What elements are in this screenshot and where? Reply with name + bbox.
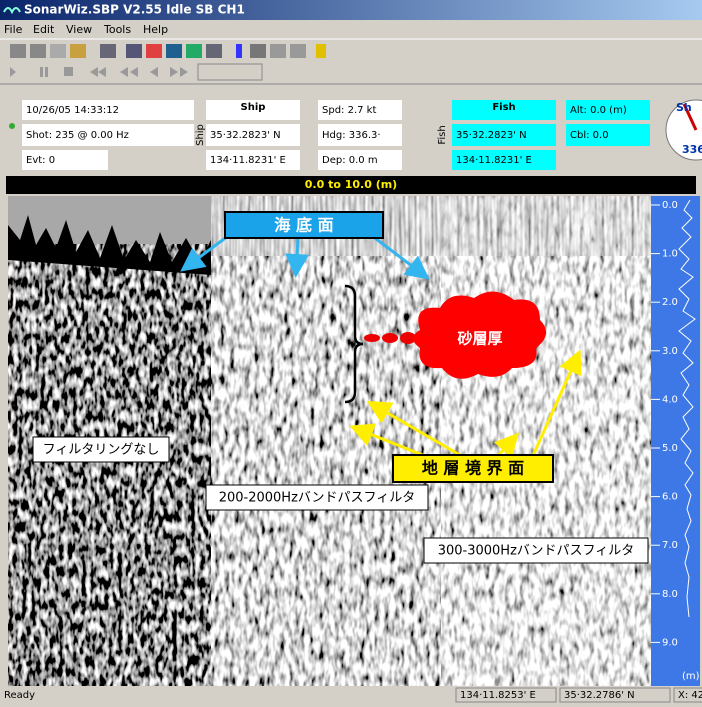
depth-label: 4.0: [662, 394, 678, 405]
status-lat: 35·32.2786' N: [564, 690, 635, 701]
tool-button[interactable]: [30, 44, 46, 58]
seafloor-label: 海 底 面: [274, 216, 333, 235]
sand-thickness-label: 砂層厚: [456, 330, 502, 348]
page: SonarWiz.SBP V2.55 Idle SB CH1 File Edit V…: [0, 0, 702, 703]
depth-label: 9.0: [662, 637, 678, 648]
depth-label: 7.0: [662, 540, 678, 551]
menu-bar: File Edit View Tools Help: [4, 23, 168, 36]
tool-button[interactable]: [186, 44, 202, 58]
fish-lon: 134·11.8231' E: [456, 155, 532, 166]
depth-scale: [651, 196, 700, 686]
fish-header: Fish: [492, 102, 515, 113]
tool-button[interactable]: [70, 44, 86, 58]
stop-button[interactable]: [64, 67, 73, 76]
menu-item[interactable]: File: [4, 23, 23, 36]
depth-label: 0.0: [662, 200, 678, 211]
event: Evt: 0: [26, 155, 55, 166]
range: 0.0 to 10.0 (m): [305, 178, 397, 191]
depth-label: 8.0: [662, 589, 678, 600]
depth-unit: (m): [682, 671, 700, 682]
water-column: [441, 196, 651, 256]
compass-top: Sh: [676, 101, 692, 114]
pause-button[interactable]: [40, 67, 43, 77]
panel-middle-label: 200-2000Hzバンドパスフィルタ: [219, 491, 416, 506]
fish-label: Fish: [437, 125, 448, 144]
tool-button[interactable]: [250, 44, 266, 58]
status-lon: 134·11.8253' E: [460, 690, 536, 701]
compass-heading: 336: [682, 143, 702, 156]
datetime: 10/26/05 14:33:12: [26, 105, 119, 116]
status-x: X: 42721: [678, 690, 702, 701]
menu-item[interactable]: Edit: [33, 23, 55, 36]
fish-lat: 35·32.2823' N: [456, 130, 527, 141]
panel-200-2000: [211, 196, 441, 686]
panel-300-3000: [441, 196, 651, 686]
depth-label: 1.0: [662, 249, 678, 260]
tool-button[interactable]: [146, 44, 162, 58]
pause-button[interactable]: [45, 67, 48, 77]
window-title: SonarWiz.SBP V2.55 Idle SB CH1: [24, 3, 245, 17]
bubble: [382, 333, 398, 343]
tool-button[interactable]: [166, 44, 182, 58]
tool-button[interactable]: [100, 44, 116, 58]
panel-left-label: フィルタリングなし: [43, 443, 160, 458]
tool-button[interactable]: [50, 44, 66, 58]
heading: Hdg: 336.3·: [322, 130, 381, 141]
toolbar: [10, 44, 326, 80]
tool-button[interactable]: [206, 44, 222, 58]
status-text: Ready: [4, 690, 35, 701]
boundary-label: 地 層 境 界 面: [422, 459, 524, 478]
tool-button[interactable]: [10, 44, 26, 58]
depth-label: 2.0: [662, 297, 678, 308]
tool-button[interactable]: [236, 44, 242, 58]
menu-item[interactable]: View: [66, 23, 92, 36]
cable: Cbl: 0.0: [570, 130, 609, 141]
menu-item[interactable]: Help: [143, 23, 168, 36]
screen: SonarWiz.SBP V2.55 Idle SB CH1 File Edit V…: [0, 0, 702, 703]
depth-label: 5.0: [662, 443, 678, 454]
status-led: [9, 123, 15, 129]
tool-button[interactable]: [290, 44, 306, 58]
tool-button[interactable]: [270, 44, 286, 58]
tool-button[interactable]: [316, 44, 326, 58]
ship-lon: 134·11.8231' E: [210, 155, 286, 166]
info-panel: 10/26/05 14:33:12 Shot: 235 @ 0.00 Hz Ev…: [22, 100, 702, 170]
ship-header: Ship: [241, 102, 266, 113]
speed: Spd: 2.7 kt: [322, 105, 376, 116]
depth-label: 6.0: [662, 492, 678, 503]
tool-button[interactable]: [126, 44, 142, 58]
bubble: [364, 334, 380, 342]
ship-label: Ship: [195, 124, 206, 146]
ship-lat: 35·32.2823' N: [210, 130, 281, 141]
panel-right-label: 300-3000Hzバンドパスフィルタ: [438, 544, 635, 559]
arrow: [296, 238, 298, 272]
depth-label: 3.0: [662, 346, 678, 357]
menu-item[interactable]: Tools: [103, 23, 131, 36]
altitude: Alt: 0.0 (m): [570, 105, 627, 116]
seek-buttons[interactable]: [90, 67, 188, 77]
shot: Shot: 235 @ 0.00 Hz: [26, 130, 129, 141]
position-box[interactable]: [198, 64, 262, 80]
play-button[interactable]: [10, 67, 16, 77]
depth: Dep: 0.0 m: [322, 155, 378, 166]
